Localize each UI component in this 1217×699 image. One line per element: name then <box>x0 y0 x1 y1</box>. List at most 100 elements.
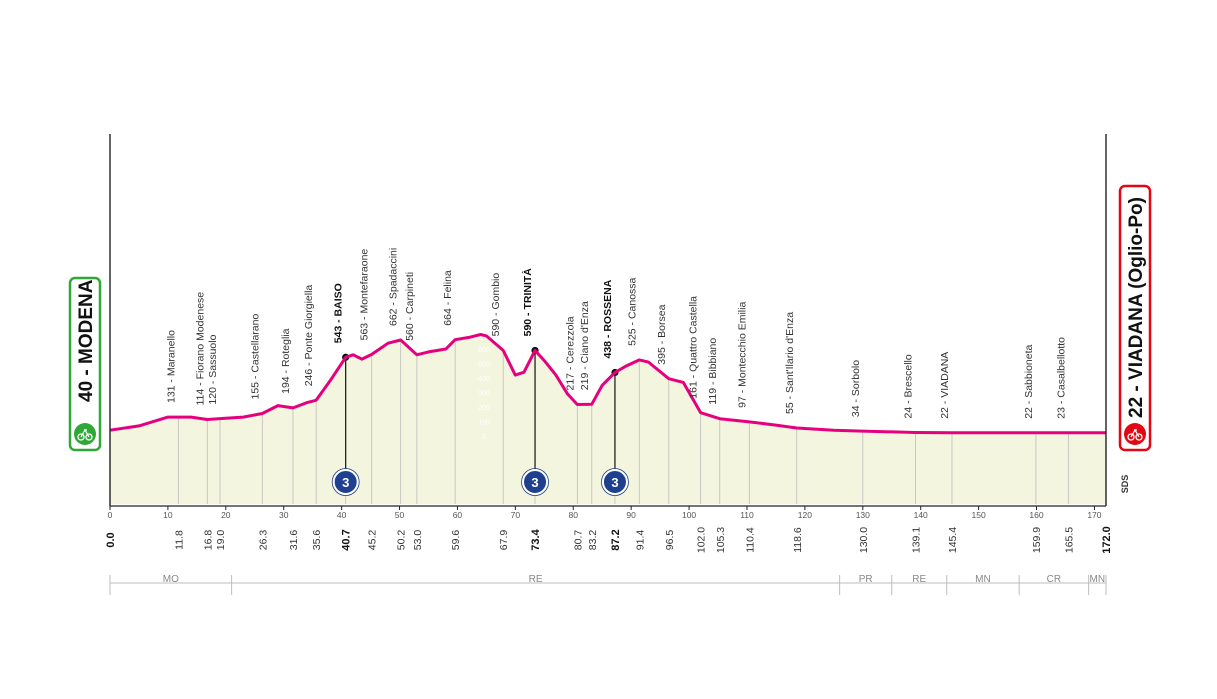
x-tick-label-70: 70 <box>511 510 521 520</box>
x-tick-label-110: 110 <box>740 510 754 520</box>
region-label-2: PR <box>859 574 873 585</box>
km-label-10: 53.0 <box>412 530 424 551</box>
place-label-10: 560 - Carpineti <box>404 272 416 341</box>
km-label-0: 0.0 <box>105 532 117 547</box>
km-label-22: 118.6 <box>792 527 804 553</box>
km-label-16: 87.2 <box>610 529 622 550</box>
place-label-23: 34 - Sorbolo <box>850 360 862 417</box>
km-label-6: 35.6 <box>311 530 323 551</box>
region-label-0: MO <box>163 574 179 585</box>
x-tick-label-10: 10 <box>163 510 173 520</box>
place-label-2: 114 - Fiorano Modenese <box>194 292 206 406</box>
start-sign-box <box>68 276 102 452</box>
place-label-26: 22 - Sabbioneta <box>1023 344 1035 418</box>
finish-sign-box <box>1118 184 1152 452</box>
profile-line <box>109 333 1107 435</box>
x-tick-label-20: 20 <box>221 510 231 520</box>
place-label-8: 563 - Montefaraone <box>359 249 371 341</box>
place-label-5: 194 - Roteglia <box>280 328 292 394</box>
km-label-24: 139.1 <box>911 527 923 553</box>
km-label-7: 40.7 <box>341 529 353 550</box>
km-label-4: 26.3 <box>257 530 269 551</box>
place-label-15: 219 - Ciano d'Enza <box>579 301 591 390</box>
km-label-8: 45.2 <box>367 530 379 551</box>
place-label-3: 120 - Sassuolo <box>207 334 219 404</box>
km-label-12: 67.9 <box>498 530 510 551</box>
place-label-16: 438 - ROSSENA <box>602 279 614 358</box>
km-label-5: 31.6 <box>288 530 300 551</box>
km-label-13: 73.4 <box>530 528 542 550</box>
x-tick-label-150: 150 <box>972 510 986 520</box>
x-tick-label-50: 50 <box>395 510 405 520</box>
x-tick-label-140: 140 <box>914 510 928 520</box>
place-label-13: 590 - TRINITÀ <box>521 268 534 337</box>
place-label-9: 662 - Spadaccini <box>388 248 400 326</box>
profile-area-fill <box>110 334 1106 504</box>
finish-bike-icon <box>1124 423 1146 445</box>
place-label-11: 664 - Felina <box>442 270 454 326</box>
x-tick-label-0: 0 <box>108 510 113 520</box>
place-label-7: 543 - BAISO <box>333 283 345 343</box>
place-label-4: 155 - Castellarano <box>249 314 261 400</box>
climb-category-badge-2 <box>601 469 628 495</box>
altitude-tick-200: 200 <box>478 405 490 412</box>
region-label-3: RE <box>912 574 926 585</box>
climb-category-text-0: 3 <box>342 475 349 490</box>
place-label-21: 97 - Montecchio Emilia <box>736 302 748 408</box>
finish-bike-frame <box>1130 428 1140 438</box>
region-label-6: MN <box>1090 574 1106 585</box>
finish-bike-wheel-a <box>1127 433 1135 441</box>
region-label-4: MN <box>975 574 991 585</box>
x-tick-label-120: 120 <box>798 510 812 520</box>
climb-category-text-2: 3 <box>611 475 618 490</box>
start-town-label: 40 - MODENA <box>76 279 97 402</box>
place-label-22: 55 - Sant'Ilario d'Enza <box>784 312 796 414</box>
x-tick-label-130: 130 <box>856 510 870 520</box>
km-label-21: 110.4 <box>744 527 756 553</box>
km-label-18: 96.5 <box>664 530 676 551</box>
region-label-1: RE <box>529 574 543 585</box>
place-label-12: 590 - Gombio <box>490 273 502 337</box>
km-label-2: 16.8 <box>202 530 214 551</box>
altitude-tick-300: 300 <box>478 391 490 398</box>
start-bike-frame <box>80 428 90 438</box>
altitude-tick-400: 400 <box>478 376 490 383</box>
x-tick-label-100: 100 <box>682 510 696 520</box>
place-label-24: 24 - Brescello <box>903 354 915 418</box>
altitude-tick-0: 0 <box>482 434 486 441</box>
km-label-14: 80.7 <box>572 530 584 551</box>
climb-category-text-1: 3 <box>531 475 538 490</box>
climb-category-badge-0 <box>332 469 359 495</box>
start-bike-wheel-b <box>85 433 93 441</box>
x-tick-label-30: 30 <box>279 510 289 520</box>
km-label-1: 11.8 <box>173 530 185 550</box>
place-label-25: 22 - VIADANA <box>939 352 951 419</box>
km-label-9: 50.2 <box>396 530 408 551</box>
climb-category-badge-1 <box>522 469 549 495</box>
km-label-26: 159.9 <box>1031 527 1043 553</box>
place-label-27: 23 - Casalbellotto <box>1055 337 1067 419</box>
climb-category-ring-1 <box>521 468 549 496</box>
x-tick-label-90: 90 <box>626 510 636 520</box>
place-label-17: 525 - Canossa <box>626 277 638 345</box>
km-label-15: 83.2 <box>587 530 599 551</box>
place-label-6: 246 - Ponte Giorgiella <box>303 285 315 387</box>
region-label-5: CR <box>1047 574 1061 585</box>
km-label-27: 165.5 <box>1063 527 1075 553</box>
x-tick-label-80: 80 <box>569 510 579 520</box>
place-label-18: 395 - Borsea <box>656 304 668 364</box>
altitude-tick-100: 100 <box>478 420 490 427</box>
finish-town-label: 22 - VIADANA (Oglio-Po) <box>1126 197 1147 418</box>
credit-sds: SDS <box>1120 475 1130 494</box>
place-label-1: 131 - Maranello <box>165 330 177 403</box>
km-label-19: 102.0 <box>696 527 708 553</box>
km-label-17: 91.4 <box>634 530 646 551</box>
km-label-25: 145.4 <box>947 527 959 553</box>
climb-category-ring-2 <box>601 468 629 496</box>
altitude-tick-600: 600 <box>478 347 490 354</box>
km-label-28: 172.0 <box>1101 526 1113 554</box>
finish-bike-wheel-b <box>1135 433 1143 441</box>
start-bike-icon <box>74 423 96 445</box>
